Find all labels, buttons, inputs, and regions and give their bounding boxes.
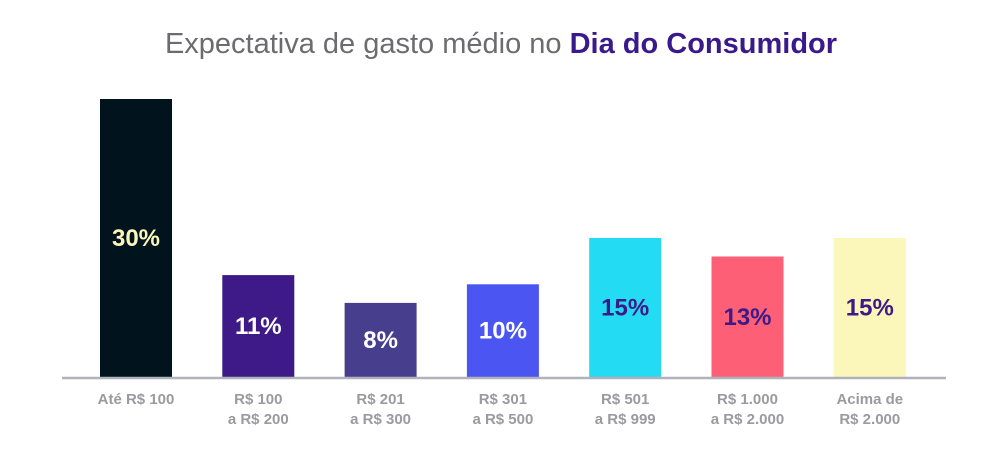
bar: [222, 275, 295, 377]
chart-title: Expectativa de gasto médio no Dia do Con…: [0, 28, 1002, 61]
category-label: a R$ 2.000: [711, 411, 784, 428]
chart-title-prefix: Expectativa de gasto médio no: [164, 28, 570, 60]
bar: [589, 238, 662, 377]
bars-layer: 30% 11% 8% 10% 15% 13% 15%: [100, 99, 906, 377]
category-label: R$ 301: [479, 391, 527, 408]
category-labels-layer: Até R$ 100 R$ 100 a R$ 200 R$ 201 a R$ 300 R$…: [98, 391, 904, 428]
value-label: 13%: [723, 304, 771, 331]
category-label: a R$ 500: [472, 411, 533, 428]
bar: [833, 238, 906, 377]
bar: [466, 284, 539, 377]
value-label: 8%: [363, 327, 398, 354]
category-label: R$ 2.000: [839, 411, 900, 428]
category-label: R$ 201: [356, 391, 404, 408]
bar: [711, 256, 784, 377]
category-label: Até R$ 100: [98, 391, 175, 408]
category-label: R$ 501: [601, 391, 649, 408]
value-label: 11%: [235, 313, 282, 340]
category-label: a R$ 999: [595, 411, 656, 428]
category-label: a R$ 300: [350, 411, 411, 428]
category-label: R$ 1.000: [717, 391, 778, 408]
category-label: Acima de: [836, 391, 903, 408]
value-label: 15%: [601, 295, 649, 322]
value-label: 15%: [846, 295, 894, 322]
bar: [100, 99, 172, 377]
value-label: 10%: [479, 318, 527, 345]
category-label: a R$ 200: [228, 411, 289, 428]
value-label: 30%: [112, 225, 160, 252]
chart-title-emphasis: Dia do Consumidor: [569, 28, 838, 60]
bar: [344, 302, 417, 377]
category-label: R$ 100: [234, 391, 282, 408]
